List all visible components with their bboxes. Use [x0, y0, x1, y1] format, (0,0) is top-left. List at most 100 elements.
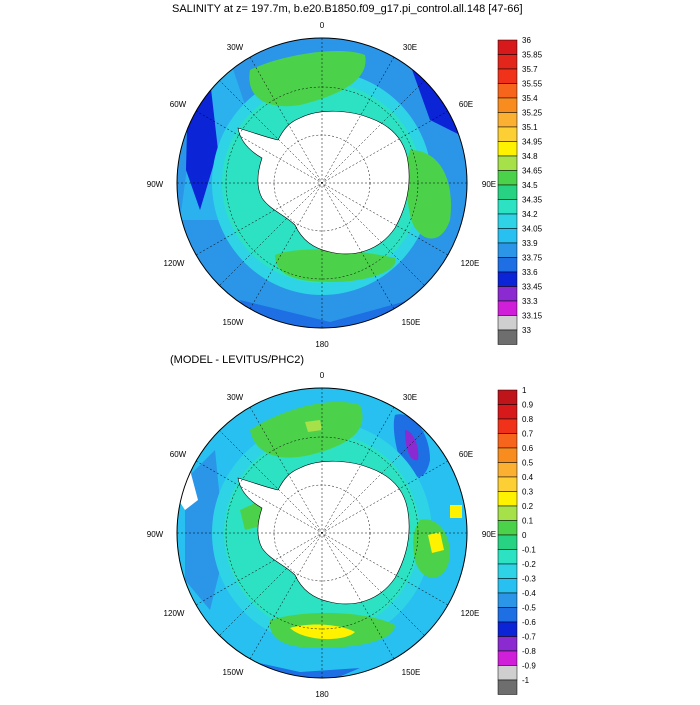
colorbar-swatch: [497, 665, 518, 681]
lon-label: 30W: [227, 43, 244, 52]
difference-map: 0 30E 60E 90E 120E 150E 180 150W 120W 90…: [147, 371, 537, 699]
lon-label: 90W: [147, 530, 164, 539]
colorbar-label: 35.4: [522, 94, 538, 103]
colorbar-swatch: [497, 54, 518, 70]
colorbar-swatch: [497, 650, 518, 666]
colorbar-swatch: [497, 520, 518, 536]
lon-label: 120W: [164, 609, 185, 618]
salinity-map-panel: 0 30E 60E 90E 120E 150E 180 150W 120W 90…: [0, 0, 700, 350]
longitude-labels: 0 30E 60E 90E 120E 150E 180 150W 120W 90…: [147, 371, 496, 699]
colorbar-swatch: [497, 563, 518, 579]
colorbar-label: -0.5: [522, 604, 536, 613]
lon-label: 150E: [402, 668, 421, 677]
colorbar-label: -1: [522, 676, 530, 685]
colorbar-label: 0.6: [522, 444, 534, 453]
colorbar-label: 0.3: [522, 488, 534, 497]
colorbar-label: 34.35: [522, 196, 543, 205]
lon-label: 90E: [482, 180, 496, 189]
colorbar-label: 36: [522, 36, 531, 45]
colorbar-swatch: [497, 433, 518, 449]
colorbar-swatch: [497, 418, 518, 434]
colorbar-swatch: [497, 679, 518, 695]
colorbar-swatch: [497, 300, 518, 316]
colorbar-label: 0.8: [522, 415, 534, 424]
lon-label: 60E: [459, 450, 473, 459]
colorbar-swatch: [497, 155, 518, 171]
colorbar-swatch: [497, 228, 518, 244]
colorbar-swatch: [497, 447, 518, 463]
lon-label: 150W: [223, 318, 244, 327]
colorbar-label: -0.4: [522, 589, 536, 598]
colorbar-swatch: [497, 213, 518, 229]
colorbar-label: 33.3: [522, 297, 538, 306]
colorbar-label: 1: [522, 386, 527, 395]
lon-label: 0: [320, 371, 325, 380]
lon-label: 150E: [402, 318, 421, 327]
colorbar-label: 35.7: [522, 65, 538, 74]
lon-label: 60W: [170, 450, 187, 459]
longitude-labels: 0 30E 60E 90E 120E 150E 180 150W 120W 90…: [147, 21, 496, 349]
colorbar-label: -0.1: [522, 546, 536, 555]
colorbar-swatch: [497, 286, 518, 302]
colorbar-label: 0.4: [522, 473, 534, 482]
colorbar-label: 33.6: [522, 268, 538, 277]
lon-label: 60E: [459, 100, 473, 109]
colorbar-swatch: [497, 592, 518, 608]
lon-label: 30W: [227, 393, 244, 402]
difference-map-panel: 0 30E 60E 90E 120E 150E 180 150W 120W 90…: [0, 350, 700, 700]
colorbar-label: 35.25: [522, 109, 543, 118]
colorbar-swatch: [497, 462, 518, 478]
colorbar-label: 33: [522, 326, 531, 335]
colorbar-swatch: [497, 578, 518, 594]
colorbar-label: 33.75: [522, 254, 543, 263]
colorbar-label: 35.85: [522, 51, 543, 60]
colorbar-label: 34.95: [522, 138, 543, 147]
lon-label: 90W: [147, 180, 164, 189]
colorbar-label: 34.65: [522, 167, 543, 176]
map-title: SALINITY at z= 197.7m, b.e20.B1850.f09_g…: [172, 3, 523, 15]
colorbar-swatch: [497, 112, 518, 128]
colorbar-swatch: [497, 257, 518, 273]
colorbar-label: -0.2: [522, 560, 536, 569]
lon-label: 180: [315, 690, 329, 699]
colorbar-label: 34.8: [522, 152, 538, 161]
colorbar-swatch: [497, 68, 518, 84]
colorbar-swatch: [497, 476, 518, 492]
colorbar-swatch: [497, 534, 518, 550]
map-boundary: [176, 37, 468, 329]
colorbar-label: -0.7: [522, 633, 536, 642]
map-field: [177, 388, 467, 678]
colorbar-label: 33.15: [522, 312, 543, 321]
colorbar-swatch: [497, 607, 518, 623]
colorbar-label: 0.9: [522, 401, 534, 410]
colorbar-label: -0.3: [522, 575, 536, 584]
lon-label: 90E: [482, 530, 496, 539]
colorbar-swatch: [497, 97, 518, 113]
colorbar: 36 35.85 35.7 35.55 35.4 35.25 35.1 34.95 34.8 34…: [497, 36, 543, 345]
colorbar-label: 35.1: [522, 123, 538, 132]
colorbar-label: 0.1: [522, 517, 534, 526]
map-field: [177, 38, 467, 328]
colorbar-label: 35.55: [522, 80, 543, 89]
colorbar-swatch: [497, 184, 518, 200]
colorbar-swatch: [497, 126, 518, 142]
lon-label: 180: [315, 340, 329, 349]
map-title: (MODEL - LEVITUS/PHC2): [170, 354, 305, 366]
colorbar-swatch: [497, 199, 518, 215]
colorbar-label: 0.7: [522, 430, 534, 439]
salinity-map: 0 30E 60E 90E 120E 150E 180 150W 120W 90…: [147, 21, 543, 349]
colorbar-swatch: [497, 315, 518, 331]
lon-label: 120W: [164, 259, 185, 268]
colorbar-swatch: [497, 505, 518, 521]
map-boundary: [176, 387, 468, 679]
colorbar-label: 0.5: [522, 459, 534, 468]
colorbar-label: 34.5: [522, 181, 538, 190]
colorbar-label: 34.2: [522, 210, 538, 219]
colorbar-label: 33.45: [522, 283, 543, 292]
colorbar: 1 0.9 0.8 0.7 0.6 0.5 0.4 0.3 0.2 0.1 0 -0.1 -0.2 -0.…: [497, 386, 536, 695]
lon-label: 120E: [461, 259, 480, 268]
lon-label: 150W: [223, 668, 244, 677]
colorbar-swatch: [497, 170, 518, 186]
lon-label: 30E: [403, 43, 417, 52]
colorbar-label: -0.9: [522, 662, 536, 671]
